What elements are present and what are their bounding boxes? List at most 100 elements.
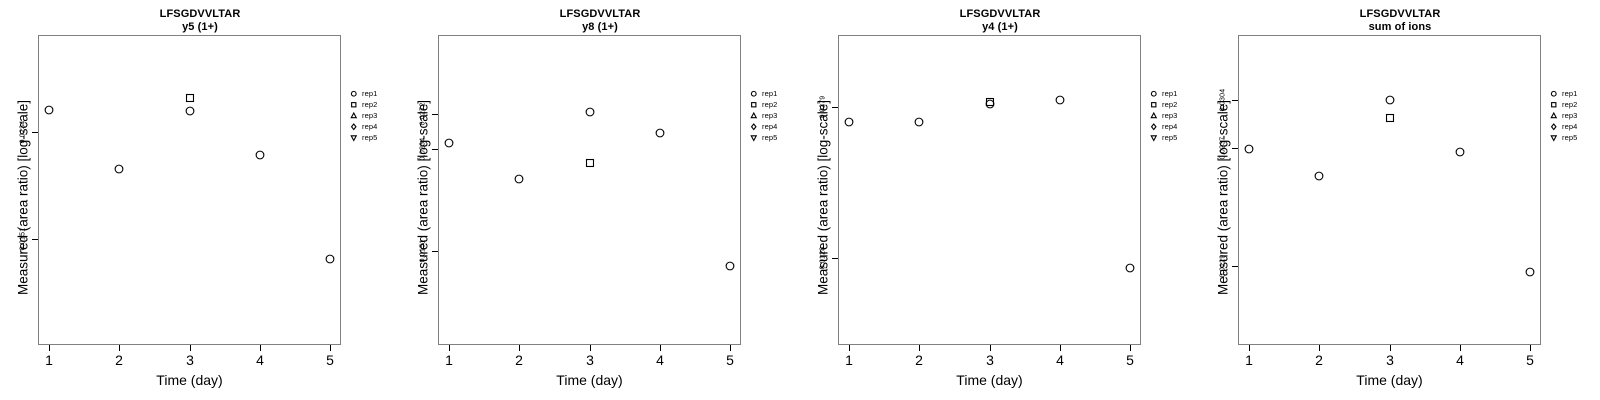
x-axis-tick-label: 1 (1245, 352, 1253, 368)
chart-panel: LFSGDVVLTAR y5 (1+) 0.0234 0.0151 Measured (… (0, 0, 400, 400)
square-icon (1148, 99, 1160, 110)
x-axis-tick-label: 5 (1526, 352, 1534, 368)
x-axis-tick (730, 345, 731, 351)
triangle-down-icon (748, 132, 760, 143)
legend-item-rep4: rep4 (1148, 121, 1200, 132)
legend-item-rep1: rep1 (1148, 88, 1200, 99)
legend-item-label: rep4 (1562, 122, 1578, 131)
legend-item-rep2: rep2 (1548, 99, 1600, 110)
x-axis-tick (49, 345, 50, 351)
legend-item-rep1: rep1 (748, 88, 800, 99)
y-axis-tick (832, 258, 838, 260)
plot-frame (38, 35, 341, 345)
legend-item-rep3: rep3 (1148, 110, 1200, 121)
legend-item-rep4: rep4 (1548, 121, 1600, 132)
legend-item-label: rep5 (1162, 133, 1178, 142)
data-point-rep1 (1455, 147, 1466, 158)
y-axis-title: Measured (area ratio) [log-scale] (815, 99, 831, 296)
x-axis-tick-label: 4 (656, 352, 664, 368)
x-axis-title: Time (day) (956, 372, 1023, 388)
legend-item-rep2: rep2 (748, 99, 800, 110)
data-point-rep1 (255, 149, 266, 160)
chart-panel: LFSGDVVLTAR y8 (1+) 0.0272 0.0234 0.0151 Meas… (400, 0, 800, 400)
legend-item-rep2: rep2 (348, 99, 400, 110)
legend-item-label: rep5 (362, 133, 378, 142)
data-point-rep1 (325, 254, 336, 265)
data-point-rep1 (585, 107, 596, 118)
panel-title-transition: y4 (1+) (982, 21, 1018, 33)
x-axis-tick (660, 345, 661, 351)
x-axis-tick-label: 4 (1056, 352, 1064, 368)
data-point-rep1 (1525, 267, 1536, 278)
circle-icon (1148, 88, 1160, 99)
x-axis-tick (919, 345, 920, 351)
legend-item-rep4: rep4 (348, 121, 400, 132)
x-axis-tick (849, 345, 850, 351)
y-axis-tick (1232, 148, 1238, 150)
x-axis-tick-label: 2 (1315, 352, 1323, 368)
chart-panel: LFSGDVVLTAR y4 (1+) 0.0279 0.0128 Measured (… (800, 0, 1200, 400)
plot-frame (838, 35, 1141, 345)
legend: rep1 rep2 rep3 rep4 rep5 (1148, 88, 1200, 143)
data-point-rep1 (444, 138, 455, 149)
triangle-up-icon (748, 110, 760, 121)
triangle-up-icon (1148, 110, 1160, 121)
legend-item-label: rep5 (1562, 133, 1578, 142)
data-point-rep1 (725, 260, 736, 271)
legend-item-label: rep3 (1162, 111, 1178, 120)
y-axis-tick (432, 251, 438, 253)
panel-title-peptide: LFSGDVVLTAR (1359, 8, 1441, 20)
y-axis-title: Measured (area ratio) [log-scale] (415, 99, 431, 296)
legend-item-label: rep2 (1562, 100, 1578, 109)
y-axis-tick (32, 239, 38, 240)
panel-title-transition: y8 (1+) (582, 21, 618, 33)
legend-item-rep5: rep5 (348, 132, 400, 143)
x-axis-tick-label: 3 (586, 352, 594, 368)
legend-item-label: rep2 (1162, 100, 1178, 109)
data-point-rep2 (1385, 113, 1396, 124)
triangle-down-icon (1148, 132, 1160, 143)
data-point-rep2 (585, 157, 596, 168)
triangle-down-icon (1548, 132, 1560, 143)
y-axis-tick (432, 149, 438, 151)
data-point-layer (1238, 35, 1541, 345)
y-axis-tick (1232, 100, 1238, 101)
x-axis-tick (1530, 345, 1531, 351)
plot-frame (1238, 35, 1541, 345)
legend-item-rep5: rep5 (748, 132, 800, 143)
x-axis-tick-label: 4 (256, 352, 264, 368)
legend-item-label: rep2 (762, 100, 778, 109)
x-axis-tick-label: 1 (45, 352, 53, 368)
data-point-rep1 (655, 127, 666, 138)
panel-title-peptide: LFSGDVVLTAR (959, 8, 1041, 20)
data-point-rep2 (985, 97, 996, 108)
x-axis-tick (119, 345, 120, 351)
y-axis-tick (832, 106, 838, 108)
legend-item-label: rep1 (1162, 89, 1178, 98)
panel-title-peptide: LFSGDVVLTAR (159, 8, 241, 20)
legend-item-label: rep1 (1562, 89, 1578, 98)
x-axis-tick (449, 345, 450, 351)
data-point-layer (38, 35, 341, 345)
legend-item-label: rep4 (1162, 122, 1178, 131)
data-point-rep1 (114, 163, 125, 174)
chart-panel: LFSGDVVLTAR sum of ions 0.0304 0.0237 0.0129… (1200, 0, 1600, 400)
triangle-up-icon (1548, 110, 1560, 121)
square-icon (1548, 99, 1560, 110)
diamond-icon (1148, 121, 1160, 132)
x-axis-tick-label: 3 (186, 352, 194, 368)
data-point-rep1 (1055, 95, 1066, 106)
x-axis-tick-label: 5 (1126, 352, 1134, 368)
legend-item-rep4: rep4 (748, 121, 800, 132)
triangle-up-icon (348, 110, 360, 121)
legend-item-label: rep4 (762, 122, 778, 131)
x-axis-tick (990, 345, 991, 351)
x-axis-tick-label: 5 (726, 352, 734, 368)
data-point-rep1 (844, 116, 855, 127)
x-axis-tick (590, 345, 591, 351)
legend-item-rep5: rep5 (1548, 132, 1600, 143)
x-axis-tick (1130, 345, 1131, 351)
legend: rep1 rep2 rep3 rep4 rep5 (348, 88, 400, 143)
data-point-rep1 (44, 104, 55, 115)
